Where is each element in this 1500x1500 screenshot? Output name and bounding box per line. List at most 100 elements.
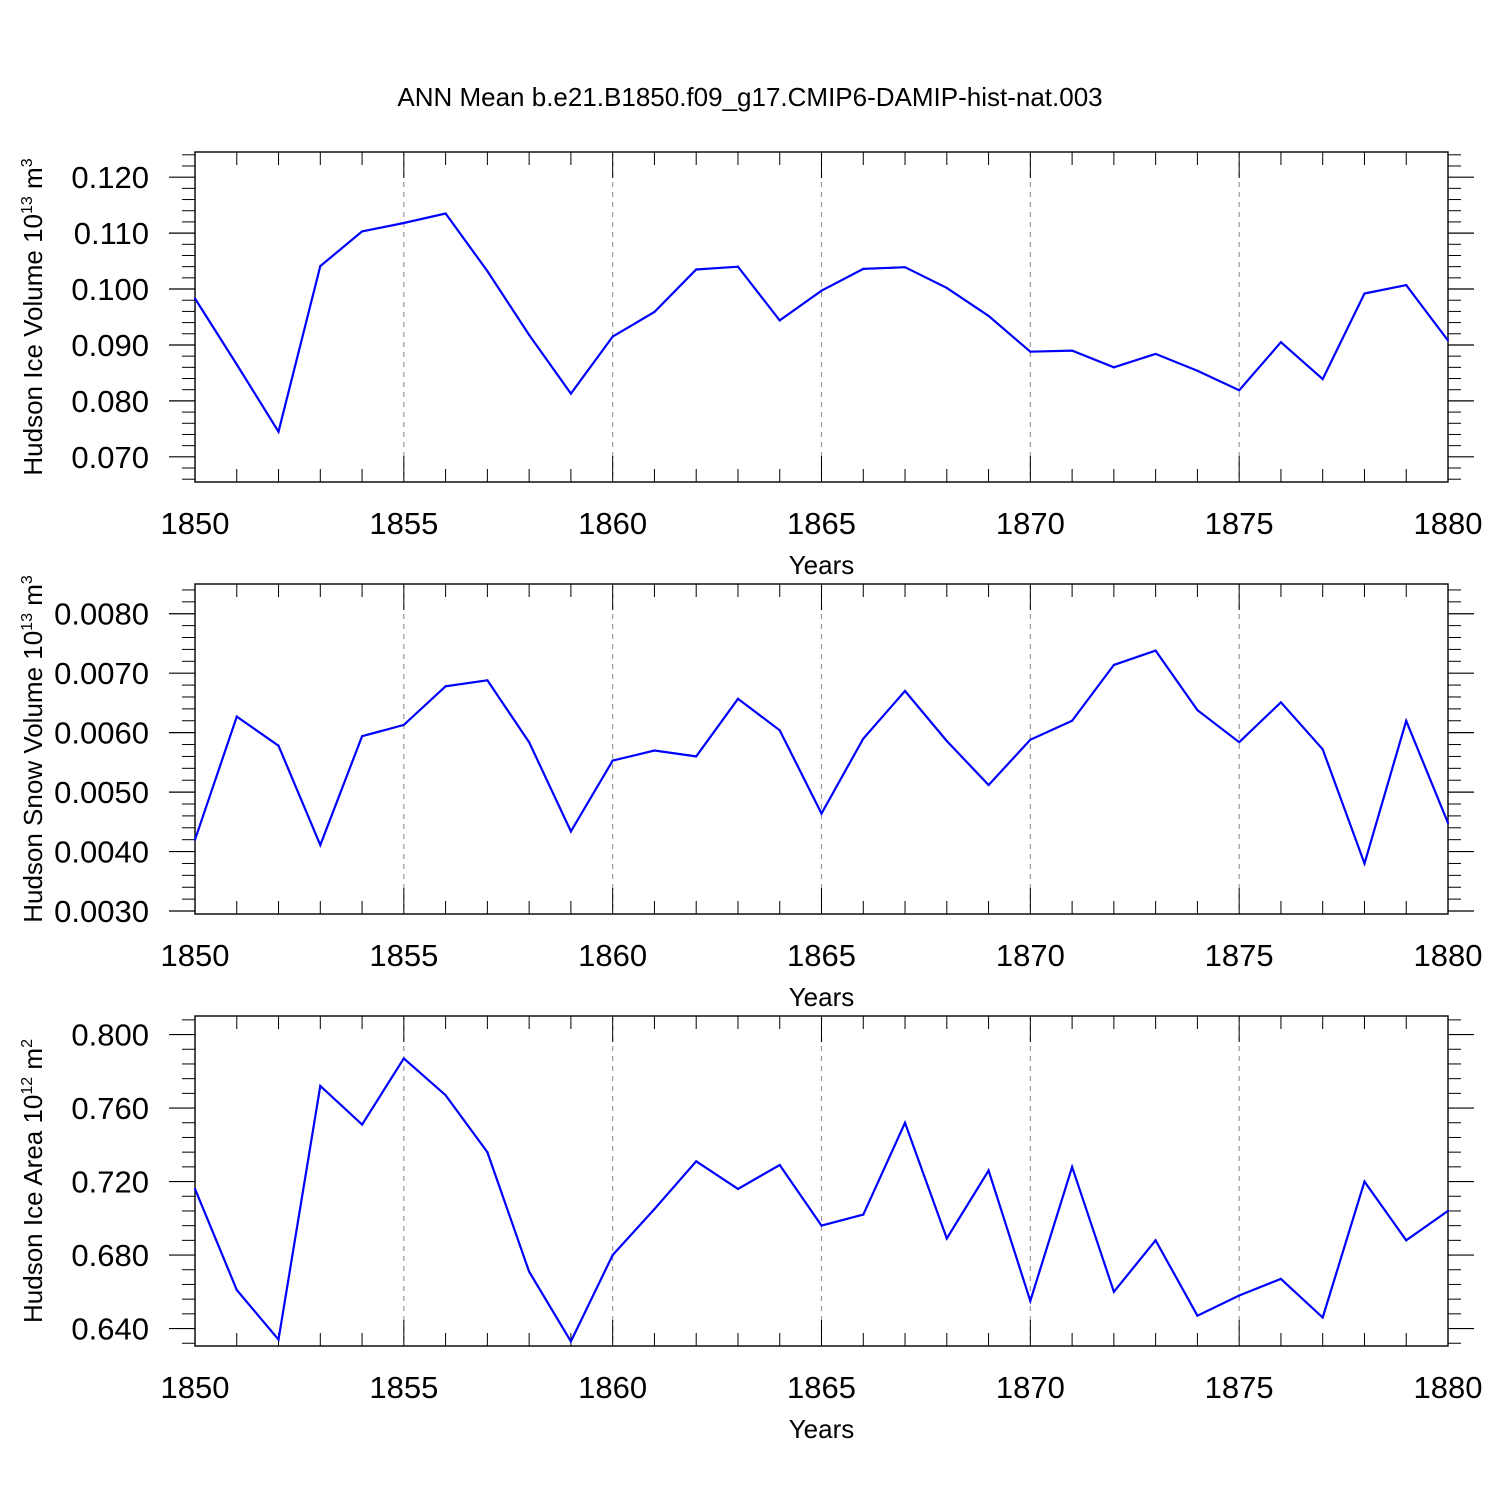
y-axis-label: Hudson Ice Area 1012 m2: [18, 1039, 48, 1323]
data-point: [1238, 741, 1241, 744]
data-point: [277, 430, 280, 433]
x-axis-label: Years: [789, 1414, 855, 1444]
data-point: [193, 1187, 197, 1191]
x-tick-label: 1850: [161, 938, 230, 973]
x-axis-label: Years: [789, 550, 855, 580]
data-point: [277, 1338, 280, 1341]
plot-frame: [194, 1015, 1449, 1347]
chart-title: ANN Mean b.e21.B1850.f09_g17.CMIP6-DAMIP…: [397, 82, 1102, 112]
data-point: [569, 830, 573, 833]
data-point: [1279, 701, 1283, 704]
data-point: [1154, 649, 1157, 652]
data-point: [1279, 341, 1283, 344]
data-point: [903, 1121, 907, 1124]
data-point: [945, 286, 948, 290]
data-point: [903, 266, 907, 269]
data-point: [235, 363, 238, 366]
data-point: [1029, 350, 1032, 353]
chart-panel-1: 0.070 0.080 0.090 0.100 0.110 0.120 1850 1855 18…: [18, 151, 1482, 580]
data-point: [444, 212, 447, 215]
data-point: [1196, 708, 1199, 712]
y-tick-label: 0.640: [71, 1312, 149, 1347]
x-tick-label: 1880: [1414, 1370, 1483, 1405]
data-point: [1196, 369, 1199, 372]
x-tick-label: 1875: [1205, 938, 1274, 973]
data-point: [1405, 719, 1408, 722]
y-tick-label: 0.720: [71, 1165, 149, 1200]
data-point: [987, 1169, 990, 1172]
data-point: [1446, 1209, 1450, 1213]
data-point: [945, 1237, 948, 1240]
x-tick-label: 1860: [578, 938, 647, 973]
data-point: [444, 1094, 447, 1097]
data-point: [736, 1187, 740, 1191]
data-point: [1363, 862, 1366, 865]
data-point: [987, 314, 990, 317]
x-axis-label: Years: [789, 982, 855, 1012]
data-point: [1405, 1239, 1408, 1242]
data-point: [820, 1224, 823, 1227]
y-tick-label: 0.080: [71, 384, 149, 419]
data-point: [1154, 352, 1157, 356]
plot-frame: [194, 151, 1449, 483]
data-point: [528, 333, 531, 336]
data-point: [736, 265, 740, 268]
y-tick-label: 0.110: [74, 216, 149, 251]
data-point: [402, 1057, 405, 1060]
x-tick-label: 1880: [1414, 938, 1483, 973]
data-point: [653, 310, 656, 314]
data-point: [820, 812, 823, 815]
data-point: [486, 270, 489, 273]
data-point: [1321, 748, 1324, 751]
data-point: [528, 1270, 531, 1273]
data-point: [486, 1151, 489, 1154]
data-point: [778, 1163, 781, 1167]
y-tick-label: 0.090: [71, 328, 149, 363]
data-point: [653, 1208, 656, 1211]
data-point: [235, 715, 238, 718]
plot-frame: [194, 583, 1449, 915]
data-point: [444, 685, 447, 688]
data-point: [569, 1340, 573, 1343]
data-point: [862, 267, 865, 270]
data-point: [360, 1123, 364, 1126]
y-tick-label: 0.120: [71, 160, 149, 195]
x-tick-label: 1855: [369, 506, 438, 541]
data-point: [1321, 1316, 1324, 1319]
x-tick-label: 1850: [161, 1370, 230, 1405]
data-point: [695, 268, 698, 271]
data-point: [778, 729, 781, 732]
data-point: [360, 230, 364, 233]
data-point: [1029, 1299, 1032, 1303]
data-point: [778, 319, 781, 322]
data-point: [1154, 1239, 1157, 1242]
data-point: [862, 737, 865, 740]
y-tick-label: 0.070: [71, 440, 149, 475]
data-point: [695, 1160, 698, 1163]
data-point: [360, 735, 364, 738]
data-point: [945, 739, 948, 743]
data-point: [1279, 1277, 1283, 1281]
y-tick-label: 0.680: [71, 1238, 149, 1273]
x-tick-label: 1875: [1205, 1370, 1274, 1405]
y-tick-label: 0.0060: [54, 716, 149, 751]
data-point: [903, 689, 907, 693]
data-point: [1446, 339, 1450, 342]
data-point: [987, 783, 990, 787]
data-point: [1238, 389, 1241, 392]
y-axis-label: Hudson Ice Volume 1013 m3: [18, 158, 48, 475]
data-point: [402, 221, 405, 225]
data-point: [611, 1253, 614, 1257]
data-point: [1446, 821, 1450, 825]
data-point: [1071, 1165, 1074, 1168]
y-tick-label: 0.0080: [54, 597, 149, 632]
data-point: [611, 759, 614, 762]
chart-panels: 0.070 0.080 0.090 0.100 0.110 0.120 1850 1855 18…: [18, 151, 1483, 1444]
y-tick-label: 0.100: [71, 272, 149, 307]
data-point: [1321, 377, 1324, 381]
data-point: [1238, 1294, 1241, 1297]
data-point: [486, 679, 489, 682]
data-point: [569, 392, 573, 395]
data-point: [611, 335, 614, 338]
